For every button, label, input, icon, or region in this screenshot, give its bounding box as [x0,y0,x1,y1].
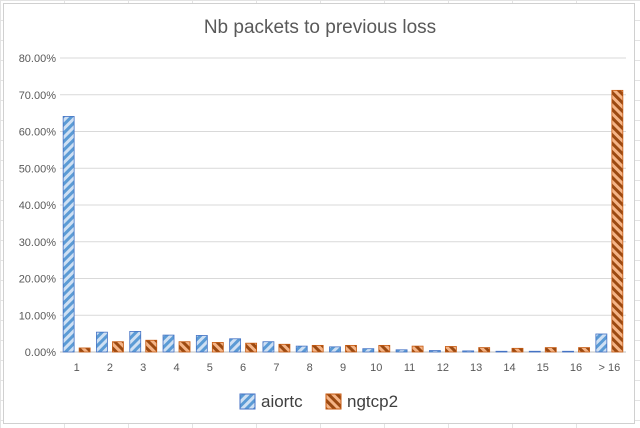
legend: aiortc ngtcp2 [239,392,398,411]
bar-aiortc-9 [329,346,341,353]
x-tick-label: 9 [340,362,346,374]
bar-aiortc-16 [562,350,574,353]
bar-aiortc-8 [295,345,308,353]
y-tick-label: 20.00% [19,274,57,286]
bar-ngtcp2-10 [378,344,391,353]
legend-label-aiortc: aiortc [261,392,303,411]
y-tick-label: 40.00% [19,200,57,212]
x-tick-label: 4 [173,362,179,374]
bar-ngtcp2-1 [78,347,91,353]
x-tick-label: 8 [307,362,313,374]
y-tick-label: 30.00% [19,237,57,249]
x-tick-label: 7 [273,362,279,374]
bar-ngtcp2-15 [544,347,557,353]
x-tick-label: 11 [404,362,415,374]
bar-aiortc-11 [395,349,408,353]
bar-aiortc-1 [62,116,75,353]
x-axis-tick-labels: 1 2 3 4 5 6 7 8 9 10 11 12 13 14 15 16 > 16 [74,362,621,374]
y-tick-label: 0.00% [25,347,56,359]
legend-swatch-aiortc [239,393,256,410]
bar-aiortc-15 [528,350,541,353]
chart-area[interactable]: Nb packets to previous loss 0.00% 10.00% 2… [3,3,635,424]
y-tick-label: 50.00% [19,163,57,175]
bar-ngtcp2-12 [444,346,457,353]
bar-ngtcp2-13 [478,347,491,353]
bar-ngtcp2-4 [178,341,191,353]
x-tick-label: > 16 [598,362,620,374]
y-tick-label: 80.00% [19,53,57,65]
legend-swatch-ngtcp2 [325,393,342,410]
bar-ngtcp2-8 [311,344,324,353]
bar-ngtcp2-11 [411,345,424,353]
bar-ngtcp2-14 [511,347,524,353]
bar-aiortc-5 [195,335,208,353]
bar-ngtcp2-3 [145,339,158,353]
x-tick-label: 5 [207,362,213,374]
bar-aiortc-14 [495,350,508,353]
bar-ngtcp2-6 [245,342,258,353]
bar-aiortc-4 [162,334,175,353]
x-tick-label: 14 [503,362,515,374]
x-tick-label: 16 [570,362,582,374]
x-tick-label: 2 [107,362,113,374]
legend-label-ngtcp2: ngtcp2 [347,392,398,411]
bar-ngtcp2-16 [578,347,590,353]
gridlines [60,57,626,353]
x-tick-label: 13 [470,362,482,374]
bar-aiortc-3 [129,331,142,353]
y-axis-tick-labels: 0.00% 10.00% 20.00% 30.00% 40.00% 50.00% 60.00… [19,53,57,359]
bar-ngtcp2-7 [278,343,291,353]
bar-chart: Nb packets to previous loss 0.00% 10.00% 2… [19,17,626,411]
y-tick-label: 70.00% [19,90,57,102]
chart-title: Nb packets to previous loss [204,17,436,38]
bars [62,89,624,353]
x-tick-label: 12 [437,362,449,374]
x-tick-label: 6 [240,362,246,374]
bar-aiortc-13 [462,350,475,353]
bar-aiortc-10 [362,348,375,353]
x-tick-label: 3 [140,362,146,374]
bar-ngtcp2-5 [211,342,224,353]
bar-aiortc-17 [595,333,608,353]
bar-aiortc-12 [428,350,441,353]
bar-ngtcp2-17 [611,89,624,353]
y-tick-label: 60.00% [19,127,57,139]
bar-aiortc-7 [262,341,275,353]
x-tick-label: 10 [370,362,382,374]
x-tick-label: 1 [74,362,80,374]
bar-ngtcp2-9 [345,344,357,353]
bar-ngtcp2-2 [112,341,124,353]
bar-aiortc-6 [229,338,242,353]
bar-aiortc-2 [96,331,108,353]
y-tick-label: 10.00% [19,310,57,322]
x-tick-label: 15 [537,362,549,374]
